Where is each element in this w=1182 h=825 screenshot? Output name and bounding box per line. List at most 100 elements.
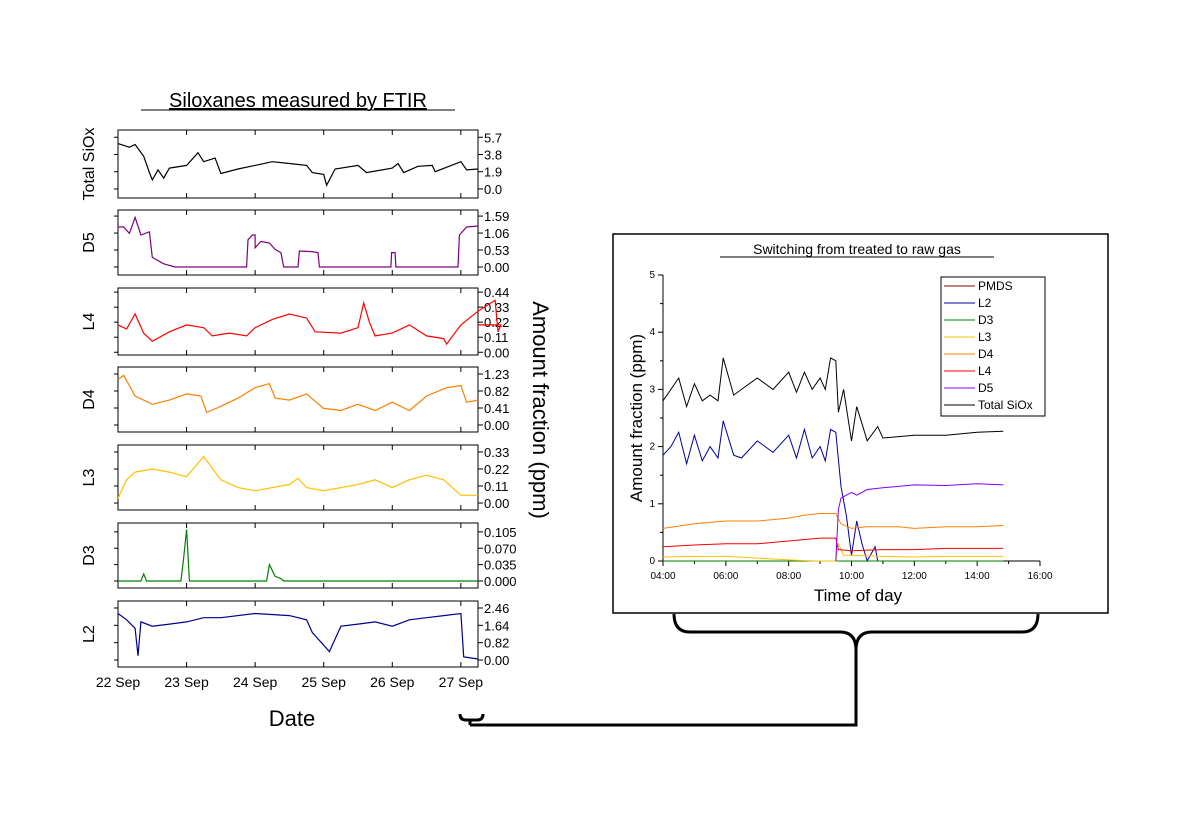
legend-label-d5: D5 [978,381,994,395]
series-line-d3 [118,529,478,582]
y-tick-label: 0.22 [484,462,509,477]
panel-frame [117,444,479,511]
y-tick-label: 0.105 [484,525,517,540]
y-tick-label: 5 [649,270,655,281]
x-tick-label: 23 Sep [164,674,209,690]
panel-label-l4: L4 [81,313,98,331]
panel-label-l2: L2 [81,625,98,643]
x-tick-label: 25 Sep [302,674,347,690]
y-tick-label: 1.59 [484,209,509,224]
panel-frame [117,129,479,199]
panel-label-l3: L3 [81,469,98,487]
panel-label-d3: D3 [81,545,98,566]
y-tick-label: 0.00 [484,496,509,511]
y-tick-label: 3.8 [484,147,502,162]
left-y-axis-label: Amount fraction (ppm) [528,301,553,519]
panel-label-total-siox: Total SiOx [81,128,98,201]
y-tick-label: 1 [649,499,655,510]
y-tick-label: 0.00 [484,418,509,433]
y-tick-label: 0.41 [484,401,509,416]
left-x-axis-label: Date [269,706,315,731]
panel-l3: 0.00 0.11 0.22 0.33 L3 [81,444,509,511]
y-tick-label: 2 [649,442,655,453]
x-tick-label: 24 Sep [233,674,278,690]
y-tick-label: 0.0 [484,182,502,197]
legend-label-d3: D3 [978,313,994,327]
series-line-l3 [662,542,1004,562]
series-line-d4 [117,374,479,414]
series-line-l2 [117,612,479,660]
y-tick-label: 1.9 [484,165,502,180]
x-tick-label: 14:00 [965,571,990,582]
right-x-axis-label: Time of day [814,586,903,605]
legend-label-l2: L2 [978,296,992,310]
x-tick-label: 08:00 [776,571,801,582]
x-tick-label: 10:00 [839,571,864,582]
panel-frame [117,600,479,668]
right-chart-title: Switching from treated to raw gas [753,241,961,257]
y-tick-label: 1.23 [484,367,509,382]
panel-total-siox: 0.0 1.9 3.8 5.7 Total SiOx [81,128,502,201]
y-tick-label: 0.33 [484,445,509,460]
panel-frame [117,209,479,276]
right-plot: 04:00 06:00 08:00 10:00 12:00 14:00 16:00 0 1 2 3 4… [649,270,1053,582]
legend-label-l4: L4 [978,364,992,378]
x-tick-label: 16:00 [1027,571,1052,582]
panel-frame [117,287,479,356]
y-tick-label: 0.11 [484,330,508,345]
x-tick-label: 22 Sep [96,674,141,690]
left-chart: Siloxanes measured by FTIR 0.0 1.9 3.8 5.7 T… [81,90,553,731]
series-line-l3 [117,455,478,499]
series-line-d5 [835,483,1004,562]
x-tick-label: 27 Sep [439,674,484,690]
y-tick-label: 0.44 [484,285,509,300]
left-chart-title: Siloxanes measured by FTIR [169,90,427,112]
right-chart: Switching from treated to raw gas 04:00 0… [612,233,1109,614]
panel-label-d4: D4 [81,389,98,410]
legend: PMDS L2 D3 L3 D4 L4 D5 Total SiOx [940,276,1046,417]
y-tick-label: 1.06 [484,226,509,241]
y-tick-label: 0.070 [484,541,517,556]
y-tick-label: 3 [649,384,655,395]
left-x-tick-labels: 22 Sep 23 Sep 24 Sep 25 Sep 26 Sep 27 Sep [96,674,483,690]
legend-box [940,276,1046,417]
right-y-axis-label: Amount fraction (ppm) [627,334,646,502]
x-tick-label: 12:00 [902,571,927,582]
legend-label-l3: L3 [978,330,992,344]
y-tick-label: 0.11 [484,479,508,494]
y-tick-label: 2.46 [484,601,509,616]
y-tick-label: 0.82 [484,636,509,651]
y-tick-label: 1.64 [484,618,509,633]
brace-connector [458,613,1040,727]
series-line-d5 [118,215,479,268]
x-tick-label: 26 Sep [370,674,415,690]
panel-d5: 0.00 0.53 1.06 1.59 D5 [81,209,509,276]
y-tick-label: 0.000 [484,574,517,589]
y-tick-label: 0.00 [484,260,509,275]
legend-label-total-siox: Total SiOx [978,398,1033,412]
series-line-l4 [117,299,502,346]
panel-label-d5: D5 [81,232,98,253]
x-tick-label: 04:00 [650,571,675,582]
y-tick-label: 0.82 [484,384,509,399]
panel-l2: 0.00 0.82 1.64 2.46 L2 [81,600,509,668]
y-tick-label: 0.53 [484,243,509,258]
left-panels: 0.0 1.9 3.8 5.7 Total SiOx 0.00 0.53 1.06 1.59 D5… [81,128,517,668]
y-tick-label: 0 [649,556,655,567]
legend-label-d4: D4 [978,347,994,361]
y-tick-label: 4 [649,327,655,338]
y-tick-label: 0.00 [484,345,509,360]
series-line-total-siox [117,143,479,187]
y-tick-label: 0.00 [484,653,509,668]
series-line-l2 [662,420,883,563]
panel-frame [117,522,479,589]
legend-label-pmds: PMDS [978,279,1013,293]
y-tick-label: 0.035 [484,558,517,573]
panel-frame [117,366,479,433]
y-tick-label: 5.7 [484,130,502,145]
x-tick-label: 06:00 [713,571,738,582]
panel-d4: 0.00 0.41 0.82 1.23 D4 [81,366,509,433]
